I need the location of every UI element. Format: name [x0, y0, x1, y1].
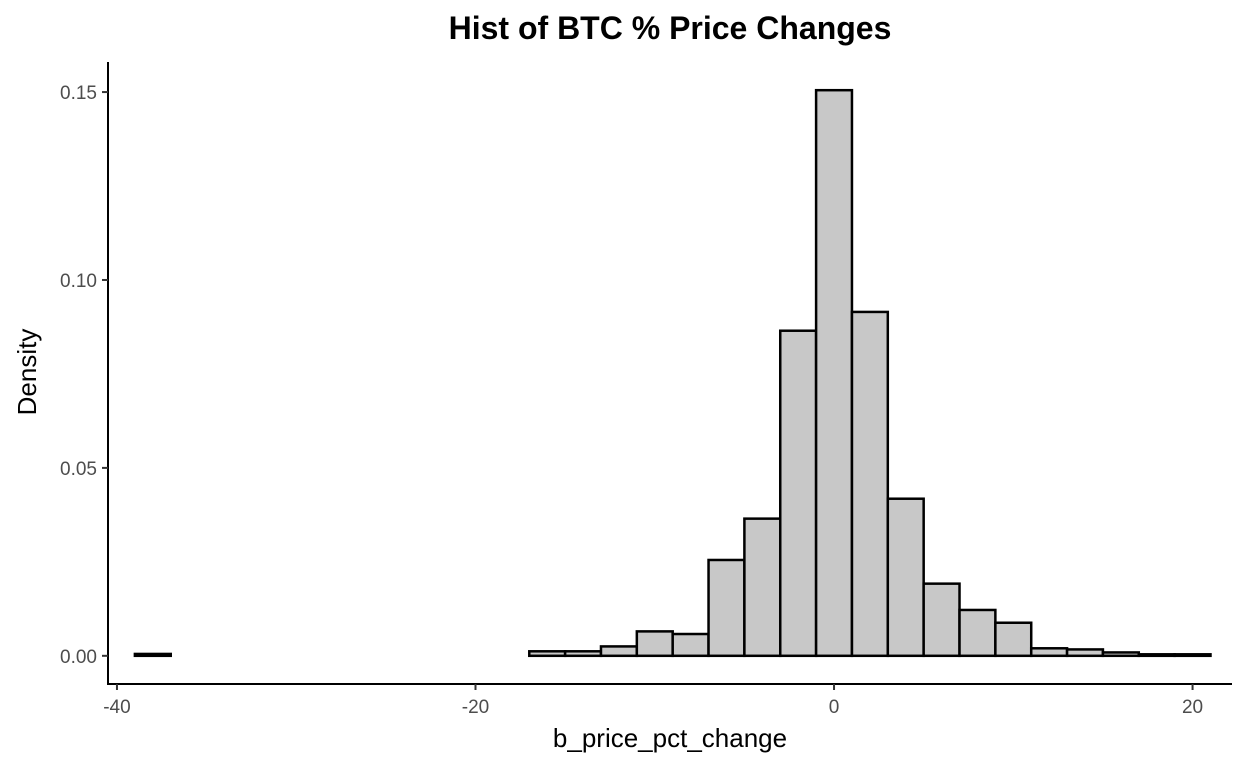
- histogram-bar: [778, 329, 818, 658]
- chart-title: Hist of BTC % Price Changes: [449, 10, 892, 46]
- histogram-bar: [886, 497, 925, 658]
- histogram-bar: [1029, 647, 1069, 658]
- x-tick-label: -40: [103, 697, 130, 718]
- histogram-bar: [528, 650, 567, 658]
- histogram-bar: [707, 558, 746, 658]
- histogram-bar: [743, 517, 782, 658]
- y-tick-label: 0.05: [60, 459, 97, 480]
- histogram-bar: [671, 632, 710, 658]
- histogram-bar: [850, 310, 890, 658]
- histogram-bar: [994, 621, 1033, 658]
- histogram-bar: [1065, 648, 1105, 658]
- y-tick-label: 0.00: [60, 647, 97, 668]
- histogram-bar: [133, 652, 172, 658]
- x-tick-label: -20: [462, 697, 489, 718]
- histogram-bar: [1101, 651, 1141, 658]
- histogram-bar: [599, 645, 639, 658]
- x-tick-label: 0: [829, 697, 840, 718]
- y-axis-label: Density: [12, 329, 42, 416]
- histogram-bar: [1173, 653, 1212, 658]
- histogram-bar: [958, 608, 997, 658]
- histogram-bar: [635, 630, 674, 658]
- bars-group: [133, 88, 1212, 658]
- x-axis-ticks: -40 -20 0 20: [103, 684, 1203, 718]
- histogram-bar: [922, 582, 961, 658]
- histogram-bar: [1137, 653, 1176, 658]
- x-axis-label: b_price_pct_change: [553, 723, 787, 753]
- y-tick-label: 0.15: [60, 83, 97, 104]
- histogram-bar: [814, 88, 854, 658]
- y-tick-label: 0.10: [60, 271, 97, 292]
- y-axis-ticks: 0.00 0.05 0.10 0.15: [60, 83, 108, 668]
- x-tick-label: 20: [1182, 697, 1203, 718]
- histogram-bar: [563, 650, 603, 658]
